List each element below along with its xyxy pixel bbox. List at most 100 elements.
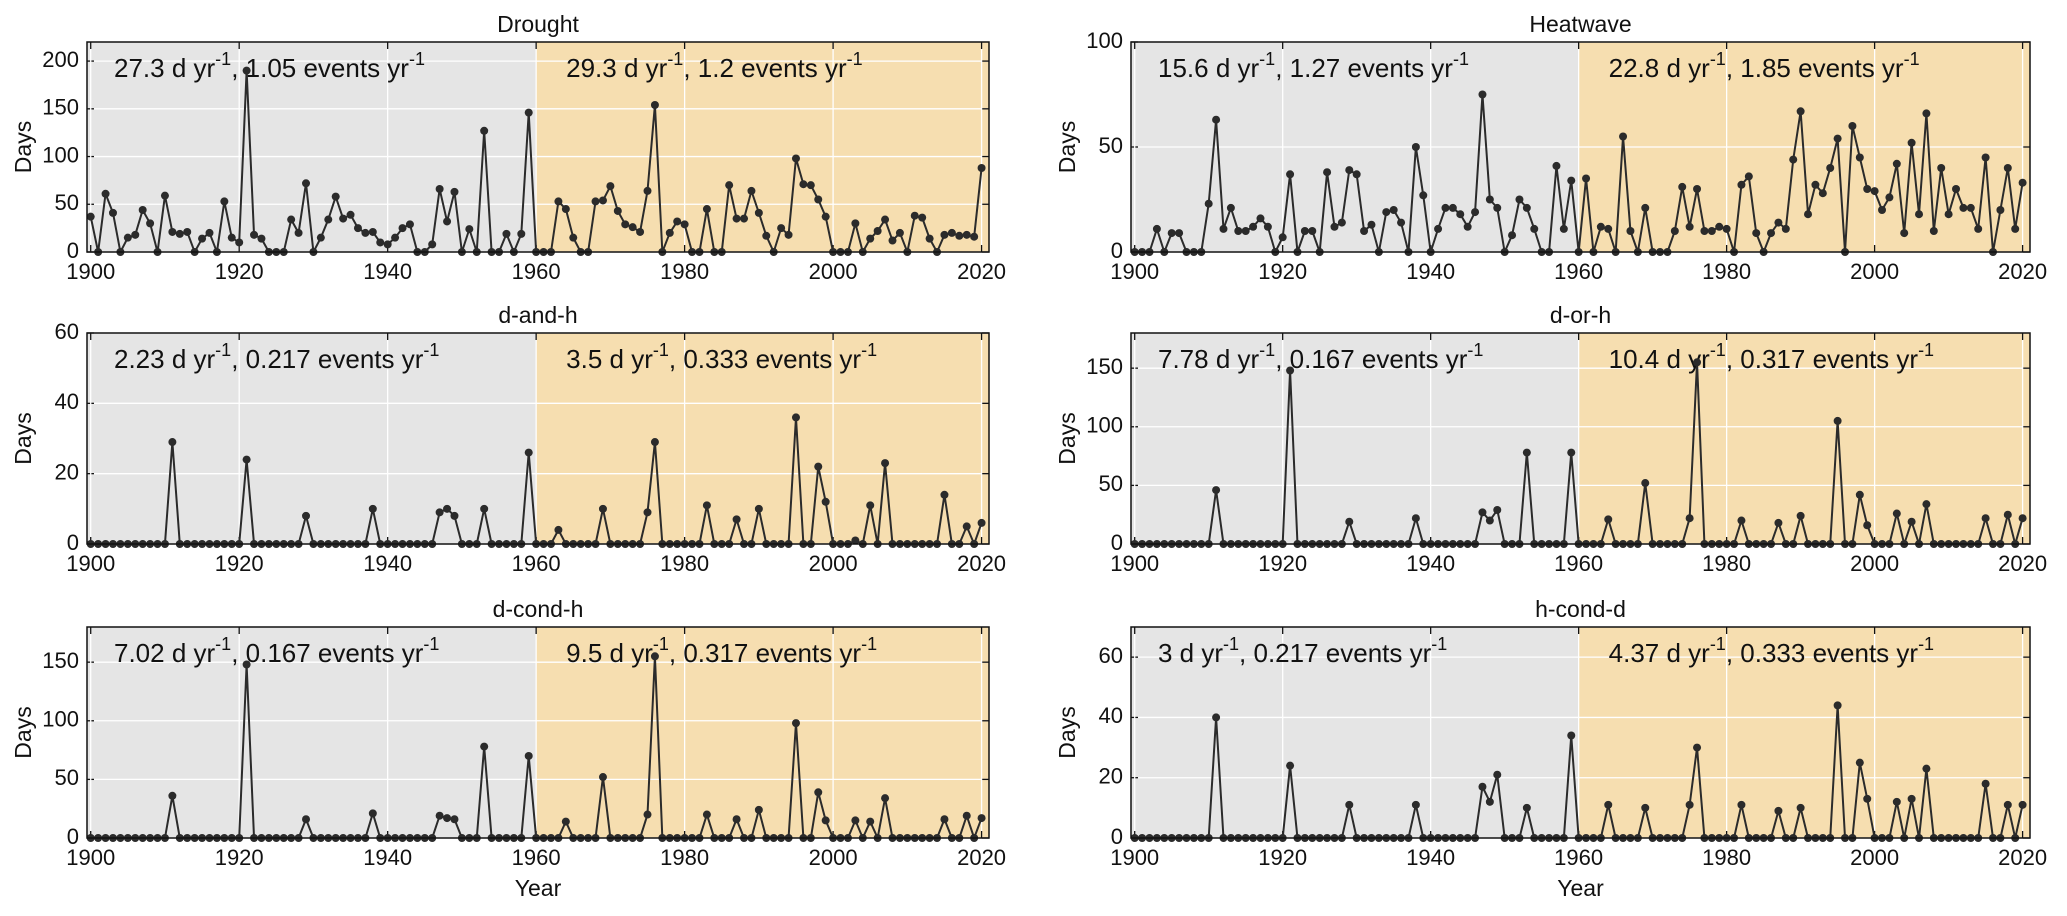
- point: [1278, 233, 1287, 242]
- point: [1811, 180, 1820, 189]
- point: [1670, 227, 1679, 235]
- y-axis-label: Days: [10, 121, 36, 173]
- superscript: -1: [1918, 340, 1934, 360]
- superscript: -1: [1710, 340, 1726, 360]
- x-tick-label: 1920: [1258, 845, 1307, 870]
- point: [294, 228, 303, 237]
- point: [465, 225, 474, 234]
- point: [443, 504, 452, 513]
- x-tick-label: 1900: [1110, 259, 1159, 284]
- point: [613, 206, 622, 215]
- point: [1419, 191, 1428, 200]
- point: [1826, 164, 1835, 172]
- point: [1870, 187, 1879, 196]
- point: [621, 220, 630, 229]
- annotation-part: , 1.85 events yr: [1726, 53, 1904, 83]
- x-tick-label: 1960: [512, 845, 561, 870]
- point: [754, 208, 763, 217]
- point: [747, 186, 756, 195]
- point: [1855, 153, 1864, 162]
- point: [1345, 800, 1354, 809]
- point: [1352, 170, 1361, 179]
- annotation: 3.5 d yr-1, 0.333 events yr-1: [566, 340, 877, 374]
- point: [791, 154, 800, 163]
- point: [1604, 224, 1613, 233]
- point: [918, 213, 927, 222]
- point: [940, 230, 949, 239]
- point: [680, 220, 689, 229]
- point: [873, 227, 882, 235]
- y-tick-label: 60: [55, 319, 79, 344]
- annotation: 15.6 d yr-1, 1.27 events yr-1: [1158, 49, 1469, 83]
- point: [814, 462, 823, 471]
- x-tick-label: 1980: [1702, 845, 1751, 870]
- point: [1485, 516, 1494, 525]
- annotation-part: 9.5 d yr: [566, 638, 653, 668]
- x-tick-label: 2020: [957, 845, 1006, 870]
- superscript: -1: [861, 340, 877, 360]
- point: [1478, 782, 1487, 791]
- point: [1693, 358, 1702, 367]
- x-tick-label: 1940: [1406, 551, 1455, 576]
- annotation-part: , 0.217 events yr: [1239, 638, 1432, 668]
- annotation-part: 7.02 d yr: [114, 638, 216, 668]
- annotation-part: , 1.2 events yr: [683, 53, 847, 83]
- point: [1411, 143, 1420, 151]
- point: [1463, 222, 1472, 231]
- annotation: 2.23 d yr-1, 0.217 events yr-1: [114, 340, 439, 374]
- point: [1567, 448, 1576, 457]
- point: [1641, 203, 1650, 212]
- subplot-title: d-and-h: [498, 302, 577, 328]
- point: [1796, 803, 1805, 812]
- point: [517, 229, 526, 238]
- point: [1411, 514, 1420, 523]
- x-tick-label: 1920: [215, 259, 264, 284]
- superscript: -1: [1223, 634, 1239, 654]
- subplot-title: Drought: [497, 11, 579, 37]
- point: [569, 233, 578, 242]
- point: [1234, 227, 1243, 235]
- point: [1441, 203, 1450, 212]
- superscript: -1: [1259, 49, 1275, 69]
- annotation: 29.3 d yr-1, 1.2 events yr-1: [566, 49, 863, 83]
- point: [131, 230, 140, 239]
- point: [1892, 509, 1901, 518]
- point: [1567, 731, 1576, 740]
- annotation-part: 7.78 d yr: [1158, 344, 1260, 374]
- point: [1737, 180, 1746, 189]
- point: [1219, 224, 1228, 233]
- superscript: -1: [1918, 634, 1934, 654]
- point: [339, 214, 348, 223]
- point: [1922, 500, 1931, 509]
- point: [606, 182, 615, 191]
- subplot: 0 20 40 60 1900 1920 1940 1960 1980 2000 2020 2.23 …: [10, 302, 1006, 576]
- point: [183, 227, 192, 236]
- point: [1952, 185, 1961, 193]
- x-tick-label: 1940: [363, 259, 412, 284]
- point: [1707, 227, 1716, 235]
- point: [524, 108, 533, 117]
- x-tick-label: 1900: [66, 551, 115, 576]
- axes-frame: [86, 41, 990, 253]
- annotation: 10.4 d yr-1, 0.317 events yr-1: [1609, 340, 1934, 374]
- point: [1863, 521, 1872, 530]
- x-tick-label: 2020: [1998, 259, 2047, 284]
- point: [368, 809, 377, 818]
- point: [799, 180, 808, 189]
- point: [1907, 517, 1916, 526]
- point: [287, 215, 296, 224]
- x-tick-label: 1940: [1406, 845, 1455, 870]
- point: [1878, 206, 1887, 214]
- point: [650, 438, 659, 447]
- point: [791, 719, 800, 728]
- point: [2018, 800, 2027, 809]
- point: [554, 197, 563, 206]
- y-tick-label: 40: [1099, 703, 1123, 728]
- x-axis-label: Year: [515, 875, 562, 901]
- point: [302, 179, 311, 188]
- y-tick-label: 0: [67, 238, 79, 263]
- y-tick-label: 100: [1086, 28, 1123, 53]
- point: [866, 817, 875, 826]
- point: [1863, 185, 1872, 193]
- point: [443, 217, 452, 226]
